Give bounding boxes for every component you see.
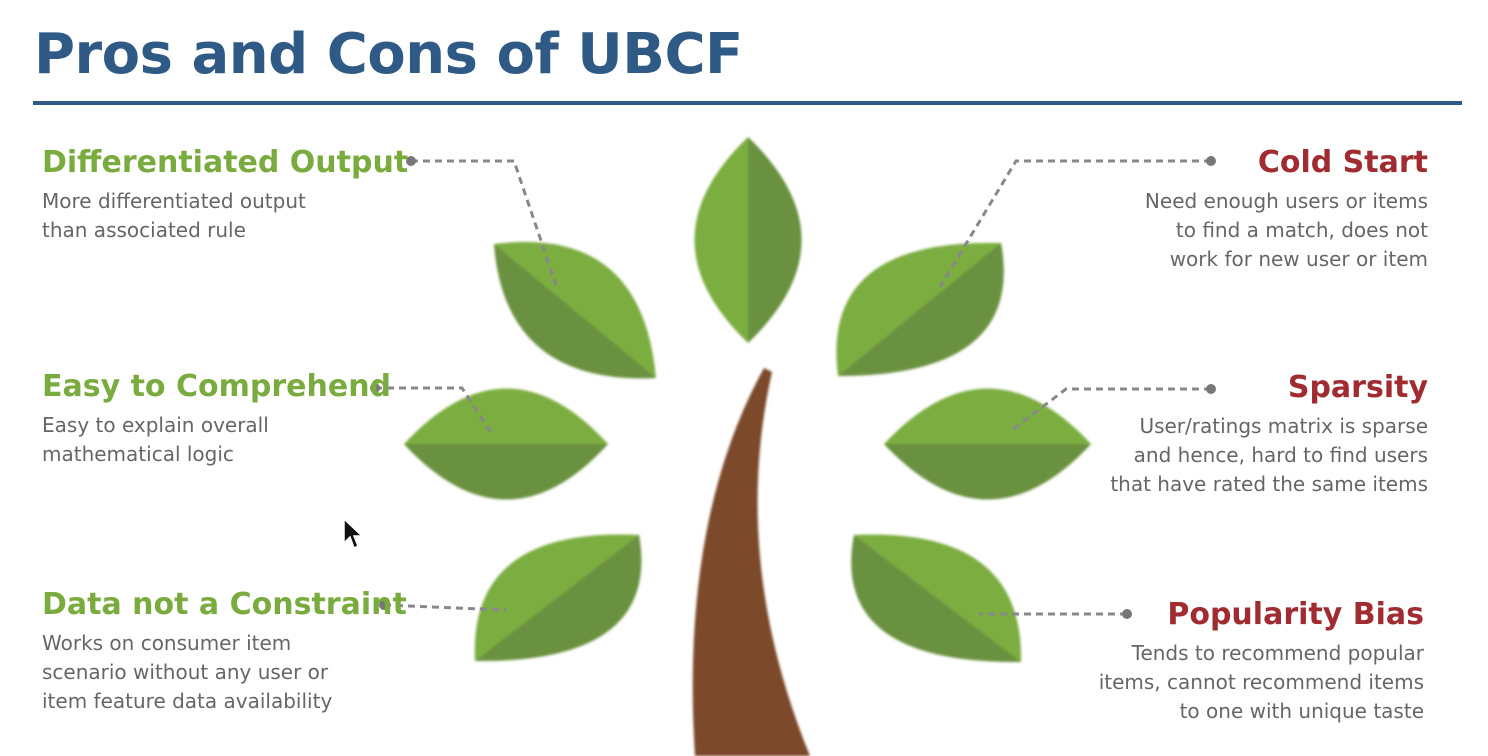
connector-dot bbox=[379, 600, 389, 610]
con-description: Tends to recommend popular items, cannot… bbox=[1099, 639, 1424, 726]
pro-data-not-a-constraint: Data not a Constraint Works on consumer … bbox=[42, 587, 407, 716]
description-line: Works on consumer item bbox=[42, 631, 292, 655]
pro-heading: Differentiated Output bbox=[42, 145, 409, 180]
connector-line bbox=[375, 386, 494, 435]
connector-dot bbox=[370, 383, 380, 393]
connector-dot bbox=[406, 156, 416, 166]
description-line: work for new user or item bbox=[1169, 247, 1428, 271]
description-line: scenario without any user or bbox=[42, 660, 329, 684]
description-line: More differentiated output bbox=[42, 189, 306, 213]
pro-description: Works on consumer item scenario without … bbox=[42, 629, 407, 716]
leaf-icon bbox=[836, 242, 1004, 376]
description-line: and hence, hard to find users bbox=[1133, 443, 1428, 467]
pro-description: Easy to explain overall mathematical log… bbox=[42, 411, 391, 469]
connector-dot bbox=[1122, 609, 1132, 619]
title-underline bbox=[33, 101, 1462, 105]
description-line: to find a match, does not bbox=[1175, 218, 1428, 242]
description-line: to one with unique taste bbox=[1179, 699, 1424, 723]
description-line: mathematical logic bbox=[42, 442, 234, 466]
pro-differentiated-output: Differentiated Output More differentiate… bbox=[42, 145, 408, 245]
description-line: Need enough users or items bbox=[1144, 189, 1428, 213]
con-description: User/ratings matrix is sparse and hence,… bbox=[1110, 412, 1428, 499]
con-sparsity: Sparsity User/ratings matrix is sparse a… bbox=[1110, 370, 1428, 499]
pro-heading: Data not a Constraint bbox=[42, 587, 407, 622]
connector-line bbox=[938, 159, 1211, 288]
connector-dot bbox=[1206, 384, 1216, 394]
leaf-icon bbox=[694, 137, 802, 343]
leaf-icon bbox=[851, 534, 1022, 663]
connector-lines bbox=[375, 159, 1211, 616]
description-line: item feature data availability bbox=[42, 689, 333, 713]
connector-dot bbox=[1206, 156, 1216, 166]
description-line: that have rated the same items bbox=[1110, 472, 1428, 496]
con-description: Need enough users or items to find a mat… bbox=[1145, 187, 1428, 274]
mouse-cursor-icon bbox=[343, 518, 364, 550]
slide-title: Pros and Cons of UBCF bbox=[34, 22, 743, 87]
pro-description: More differentiated output than associat… bbox=[42, 187, 408, 245]
tree-trunk bbox=[692, 368, 810, 756]
con-popularity-bias: Popularity Bias Tends to recommend popul… bbox=[1099, 597, 1424, 726]
connector-line bbox=[1011, 387, 1211, 432]
description-line: Easy to explain overall bbox=[42, 413, 269, 437]
description-line: User/ratings matrix is sparse bbox=[1139, 414, 1428, 438]
description-line: than associated rule bbox=[42, 218, 246, 242]
pro-heading: Easy to Comprehend bbox=[42, 369, 392, 404]
con-heading: Cold Start bbox=[1257, 145, 1428, 180]
description-line: Tends to recommend popular bbox=[1131, 641, 1424, 665]
connector-line bbox=[411, 159, 558, 286]
connector-line bbox=[383, 603, 507, 612]
leaf-icon bbox=[474, 534, 642, 662]
con-heading: Popularity Bias bbox=[1167, 597, 1424, 632]
pro-easy-to-comprehend: Easy to Comprehend Easy to explain overa… bbox=[42, 369, 391, 469]
con-cold-start: Cold Start Need enough users or items to… bbox=[1145, 145, 1428, 274]
con-heading: Sparsity bbox=[1287, 370, 1428, 405]
leaf-icon bbox=[494, 241, 656, 379]
description-line: items, cannot recommend items bbox=[1098, 670, 1424, 694]
connector-dots bbox=[370, 156, 1216, 619]
